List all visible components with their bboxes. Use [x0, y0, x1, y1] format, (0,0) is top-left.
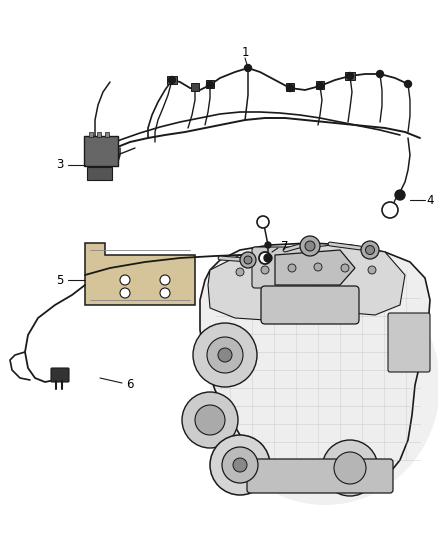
- FancyBboxPatch shape: [86, 166, 112, 180]
- Circle shape: [244, 64, 251, 71]
- Circle shape: [377, 70, 384, 77]
- Circle shape: [222, 447, 258, 483]
- Circle shape: [218, 348, 232, 362]
- Polygon shape: [208, 250, 285, 320]
- Circle shape: [314, 263, 322, 271]
- Text: 5: 5: [57, 273, 64, 287]
- Circle shape: [207, 337, 243, 373]
- Circle shape: [210, 435, 270, 495]
- Circle shape: [160, 288, 170, 298]
- FancyBboxPatch shape: [247, 459, 393, 493]
- Circle shape: [382, 202, 398, 218]
- Circle shape: [264, 254, 272, 262]
- Circle shape: [305, 241, 315, 251]
- FancyBboxPatch shape: [316, 81, 324, 89]
- Text: 3: 3: [57, 158, 64, 172]
- Text: 6: 6: [126, 378, 134, 392]
- Circle shape: [346, 72, 353, 79]
- Circle shape: [169, 77, 176, 84]
- FancyBboxPatch shape: [261, 286, 359, 324]
- Circle shape: [322, 440, 378, 496]
- FancyBboxPatch shape: [51, 368, 69, 382]
- Circle shape: [361, 241, 379, 259]
- Circle shape: [244, 256, 252, 264]
- Polygon shape: [200, 243, 430, 490]
- Circle shape: [395, 190, 405, 200]
- FancyBboxPatch shape: [286, 83, 294, 91]
- Circle shape: [334, 452, 366, 484]
- FancyBboxPatch shape: [84, 136, 118, 166]
- Circle shape: [405, 80, 411, 87]
- Text: 4: 4: [426, 193, 434, 206]
- Circle shape: [195, 405, 225, 435]
- FancyBboxPatch shape: [191, 83, 199, 91]
- Polygon shape: [275, 250, 355, 285]
- Circle shape: [368, 266, 376, 274]
- Text: 7: 7: [281, 239, 289, 253]
- FancyBboxPatch shape: [252, 247, 318, 288]
- FancyBboxPatch shape: [345, 72, 355, 80]
- Circle shape: [341, 264, 349, 272]
- Polygon shape: [285, 244, 405, 315]
- Circle shape: [259, 252, 271, 264]
- Circle shape: [365, 246, 374, 254]
- Circle shape: [286, 85, 293, 92]
- Circle shape: [317, 83, 324, 90]
- Circle shape: [120, 275, 130, 285]
- Circle shape: [160, 275, 170, 285]
- Circle shape: [193, 323, 257, 387]
- Circle shape: [261, 266, 269, 274]
- FancyBboxPatch shape: [97, 132, 101, 137]
- Text: 1: 1: [241, 45, 249, 59]
- Circle shape: [236, 268, 244, 276]
- Circle shape: [206, 82, 213, 88]
- FancyBboxPatch shape: [206, 80, 214, 88]
- Circle shape: [182, 392, 238, 448]
- FancyBboxPatch shape: [105, 132, 109, 137]
- Ellipse shape: [210, 265, 438, 505]
- Circle shape: [120, 288, 130, 298]
- Polygon shape: [85, 243, 195, 305]
- Circle shape: [240, 252, 256, 268]
- FancyBboxPatch shape: [89, 132, 93, 137]
- Circle shape: [288, 264, 296, 272]
- Circle shape: [265, 242, 271, 248]
- Circle shape: [233, 458, 247, 472]
- FancyBboxPatch shape: [167, 76, 177, 84]
- FancyBboxPatch shape: [388, 313, 430, 372]
- Circle shape: [257, 216, 269, 228]
- Circle shape: [300, 236, 320, 256]
